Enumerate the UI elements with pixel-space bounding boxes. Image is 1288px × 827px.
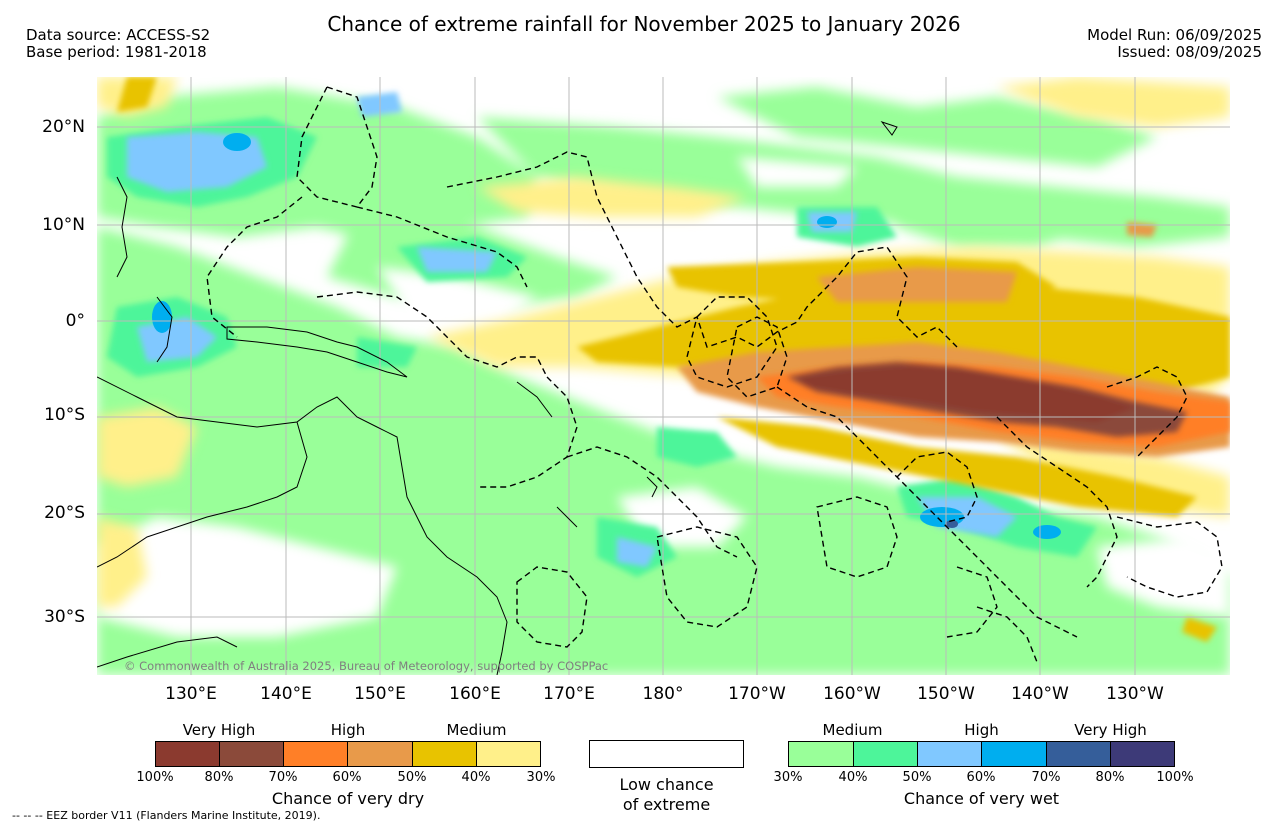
lat-label-30s: 30°S — [44, 607, 85, 627]
lon-label-130w: 130°W — [1106, 684, 1164, 704]
lon-label-160w: 160°W — [823, 684, 881, 704]
low-chance-label-2: of extreme — [622, 795, 711, 814]
wet-category-high: High — [964, 721, 999, 739]
dry-tick: 50% — [397, 770, 427, 785]
wet-tick: 60% — [966, 770, 996, 785]
wet-swatch-3 — [917, 741, 982, 767]
lon-label-140e: 140°E — [260, 684, 312, 704]
dry-swatch-1 — [155, 741, 220, 767]
wet-swatch-4 — [981, 741, 1047, 767]
eez-note: -- -- -- EEZ border V11 (Flanders Marine… — [12, 809, 321, 822]
wet-tick: 70% — [1031, 770, 1061, 785]
lat-label-10s: 10°S — [44, 405, 85, 425]
wet-legend-label: Chance of very wet — [903, 789, 1060, 808]
dry-swatch-5 — [412, 741, 477, 767]
lat-label-20s: 20°S — [44, 503, 85, 523]
dry-tick: 30% — [526, 770, 556, 785]
low-chance-swatch — [589, 740, 744, 768]
dry-swatch-4 — [347, 741, 413, 767]
lat-label-10n: 10°N — [42, 215, 85, 235]
coastlines — [97, 121, 898, 675]
wet-category-very-high: Very High — [1074, 721, 1147, 739]
lat-label-20n: 20°N — [42, 117, 85, 137]
lat-label-0: 0° — [65, 311, 85, 331]
dry-category-very-high: Very High — [182, 721, 256, 739]
dry-tick: 60% — [332, 770, 362, 785]
wet-tick: 50% — [902, 770, 932, 785]
dry-tick: 100% — [136, 770, 174, 785]
dry-swatch-2 — [219, 741, 284, 767]
lon-label-130e: 130°E — [165, 684, 217, 704]
lon-label-170w: 170°W — [728, 684, 786, 704]
dry-tick: 70% — [268, 770, 298, 785]
model-run: Model Run: 06/09/2025 — [1087, 26, 1262, 44]
wet-tick: 30% — [773, 770, 803, 785]
lon-label-150e: 150°E — [354, 684, 406, 704]
base-period: Base period: 1981-2018 — [26, 43, 207, 61]
dry-category-medium: Medium — [446, 721, 507, 739]
wet-tick: 80% — [1095, 770, 1125, 785]
rainfall-map — [97, 77, 1230, 675]
lon-label-140w: 140°W — [1011, 684, 1069, 704]
wet-swatch-1 — [788, 741, 854, 767]
eez-borders — [206, 86, 1223, 663]
dry-tick: 40% — [461, 770, 491, 785]
grid-lines — [97, 77, 1230, 675]
lon-label-160e: 160°E — [449, 684, 501, 704]
dry-swatch-6 — [476, 741, 541, 767]
wet-swatch-6 — [1110, 741, 1175, 767]
low-chance-label-1: Low chance — [619, 775, 714, 794]
lon-label-170e: 170°E — [543, 684, 595, 704]
lon-label-150w: 150°W — [917, 684, 975, 704]
wet-tick: 100% — [1156, 770, 1194, 785]
dry-tick: 80% — [204, 770, 234, 785]
map-title: Chance of extreme rainfall for November … — [327, 12, 961, 36]
wet-tick: 40% — [838, 770, 868, 785]
data-source: Data source: ACCESS-S2 — [26, 26, 211, 44]
lon-label-180: 180° — [642, 684, 684, 704]
wet-category-medium: Medium — [822, 721, 883, 739]
dry-category-high: High — [330, 721, 366, 739]
issued-date: Issued: 08/09/2025 — [1117, 43, 1262, 61]
wet-swatch-5 — [1046, 741, 1111, 767]
dry-swatch-3 — [283, 741, 348, 767]
copyright-note: © Commonwealth of Australia 2025, Bureau… — [124, 659, 609, 673]
dry-legend-label: Chance of very dry — [271, 789, 425, 808]
wet-swatch-2 — [853, 741, 918, 767]
